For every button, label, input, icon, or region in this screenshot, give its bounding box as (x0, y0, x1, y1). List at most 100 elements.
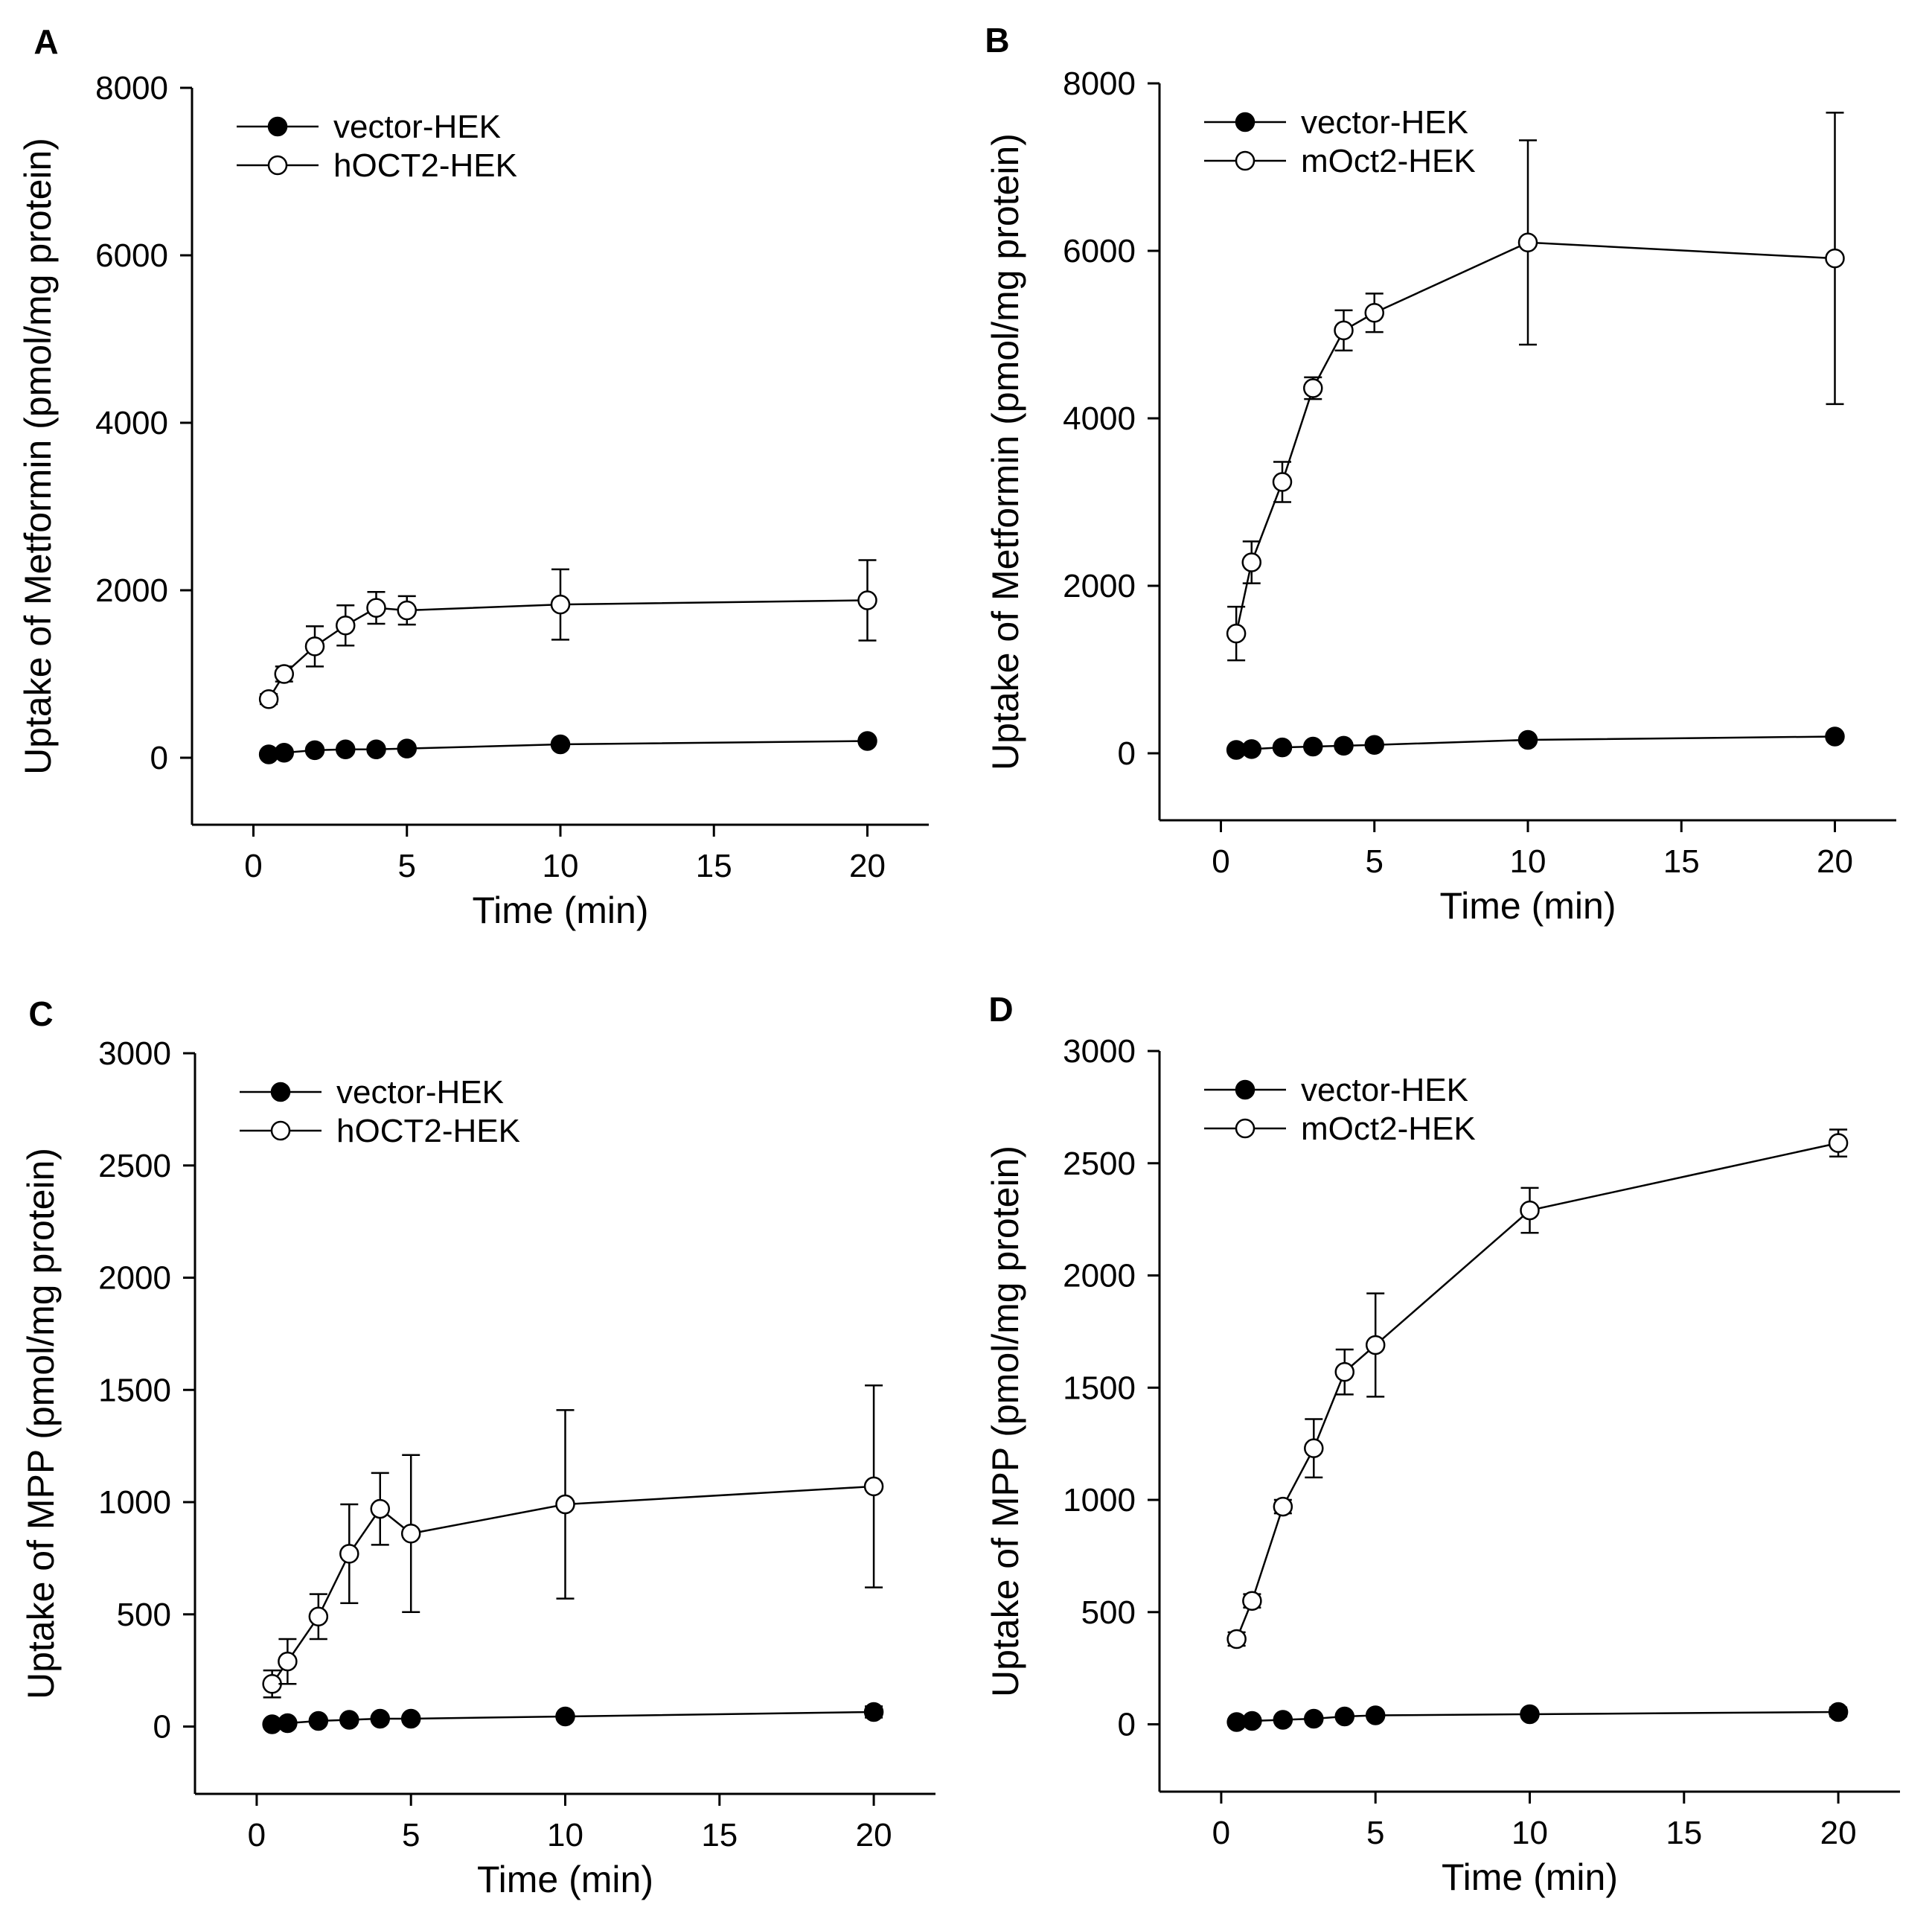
data-point (1334, 1361, 1354, 1382)
legend-entry: hOCT2-HEK (240, 1113, 520, 1149)
y-tick-label: 500 (117, 1597, 171, 1633)
series-vector-hek (262, 1702, 884, 1734)
legend-marker (270, 1120, 291, 1141)
x-tick-label: 15 (701, 1817, 738, 1853)
legend-marker (1235, 1079, 1256, 1100)
data-point (274, 664, 294, 684)
legend-marker (267, 116, 288, 137)
legend-entry: vector-HEK (240, 1074, 504, 1111)
x-axis-title: Time (min) (1442, 1856, 1618, 1898)
x-tick-label: 20 (1820, 1815, 1857, 1851)
legend-marker (1235, 150, 1256, 171)
chart-panel-c: C 0 500 1000 1500 2000 2500 3000 0 5 10 15 20 Time (m… (20, 994, 935, 1900)
y-tick-label: 3000 (98, 1035, 171, 1072)
series-moct2-hek (1226, 1128, 1849, 1649)
data-point (1364, 735, 1384, 755)
data-point (1273, 1710, 1293, 1730)
data-point (1825, 248, 1845, 269)
y-tick-label: 6000 (95, 237, 168, 274)
y-tick-label: 1500 (98, 1372, 171, 1408)
x-tick-label: 15 (696, 848, 732, 884)
y-tick-label: 2000 (95, 572, 168, 609)
series-vector-hek (1226, 1702, 1849, 1732)
data-point (1242, 1711, 1262, 1731)
series-line (1235, 241, 1835, 634)
x-tick-label: 5 (1366, 1815, 1384, 1851)
data-point (1520, 1704, 1540, 1725)
data-point (262, 1674, 282, 1694)
series-line (268, 599, 868, 700)
data-point (336, 739, 356, 759)
data-point (366, 739, 386, 759)
data-point (1303, 378, 1323, 398)
x-tick-label: 10 (1510, 843, 1546, 880)
data-point (550, 734, 571, 755)
data-point (863, 1476, 884, 1497)
data-point (1825, 726, 1845, 747)
data-point (1273, 1496, 1293, 1517)
data-point (400, 1708, 421, 1729)
y-tick-label: 1500 (1063, 1370, 1136, 1406)
data-point (550, 594, 571, 615)
x-tick-label: 20 (849, 848, 886, 884)
data-point (278, 1713, 298, 1734)
panel-letter: A (33, 22, 58, 61)
y-axis-title: Uptake of MPP (pmol/mg protein) (20, 1148, 62, 1699)
y-tick-label: 0 (1118, 735, 1136, 772)
data-point (1364, 303, 1384, 323)
data-point (278, 1651, 298, 1672)
data-point (397, 600, 417, 621)
legend-entry: vector-HEK (237, 109, 501, 145)
data-point (863, 1702, 884, 1722)
data-point (370, 1498, 390, 1519)
y-tick-label: 2500 (98, 1148, 171, 1184)
y-tick-label: 8000 (1063, 66, 1136, 102)
panel-letter: C (28, 994, 53, 1033)
x-axis-title: Time (min) (472, 889, 648, 931)
y-tick-label: 2500 (1063, 1146, 1136, 1182)
x-tick-label: 20 (856, 1817, 892, 1853)
y-tick-label: 0 (1118, 1707, 1136, 1743)
x-axis-title: Time (min) (1439, 885, 1616, 927)
chart-panel-d: D 0 500 1000 1500 2000 2500 3000 0 5 10 15 20 Time (m… (985, 990, 1900, 1898)
data-point (258, 689, 279, 709)
y-tick-label: 3000 (1063, 1033, 1136, 1070)
chart-panel-b: B 0 2000 4000 6000 8000 0 5 10 15 20 Time (min) Upta… (985, 21, 1896, 927)
x-tick-label: 10 (543, 848, 579, 884)
legend-entry: mOct2-HEK (1204, 143, 1476, 179)
data-point (1242, 1591, 1262, 1611)
y-axis-title: Uptake of MPP (pmol/mg protein) (985, 1146, 1026, 1697)
x-tick-label: 0 (1212, 1815, 1230, 1851)
data-point (1241, 739, 1261, 759)
x-tick-label: 10 (547, 1817, 583, 1853)
y-tick-label: 500 (1081, 1594, 1136, 1631)
legend-entry: hOCT2-HEK (237, 147, 517, 184)
legend-label: vector-HEK (336, 1074, 504, 1111)
series-hoct2-hek (262, 1384, 884, 1699)
data-point (1304, 1708, 1324, 1729)
y-tick-label: 4000 (1063, 400, 1136, 437)
data-point (1520, 1200, 1540, 1221)
data-point (370, 1708, 390, 1729)
x-tick-label: 0 (248, 1817, 266, 1853)
data-point (308, 1606, 329, 1627)
data-point (304, 636, 325, 657)
data-point (339, 1544, 359, 1564)
data-point (366, 598, 386, 618)
data-point (1303, 736, 1323, 757)
data-point (555, 1494, 575, 1515)
x-tick-label: 5 (398, 848, 416, 884)
data-point (1517, 729, 1538, 750)
y-axis-title: Uptake of Metformin (pmol/mg protein) (985, 133, 1026, 770)
data-point (857, 590, 877, 610)
legend-label: mOct2-HEK (1301, 1111, 1476, 1147)
legend-label: vector-HEK (333, 109, 501, 145)
legend-label: mOct2-HEK (1301, 143, 1476, 179)
x-tick-label: 20 (1817, 843, 1853, 880)
series-vector-hek (1226, 726, 1845, 760)
chart-panel-a: A 0 2000 4000 6000 8000 0 5 10 15 20 Time (min) Upta… (17, 22, 929, 931)
data-point (555, 1706, 575, 1727)
data-point (336, 616, 356, 636)
data-point (1272, 737, 1293, 758)
legend-label: vector-HEK (1301, 1072, 1468, 1108)
